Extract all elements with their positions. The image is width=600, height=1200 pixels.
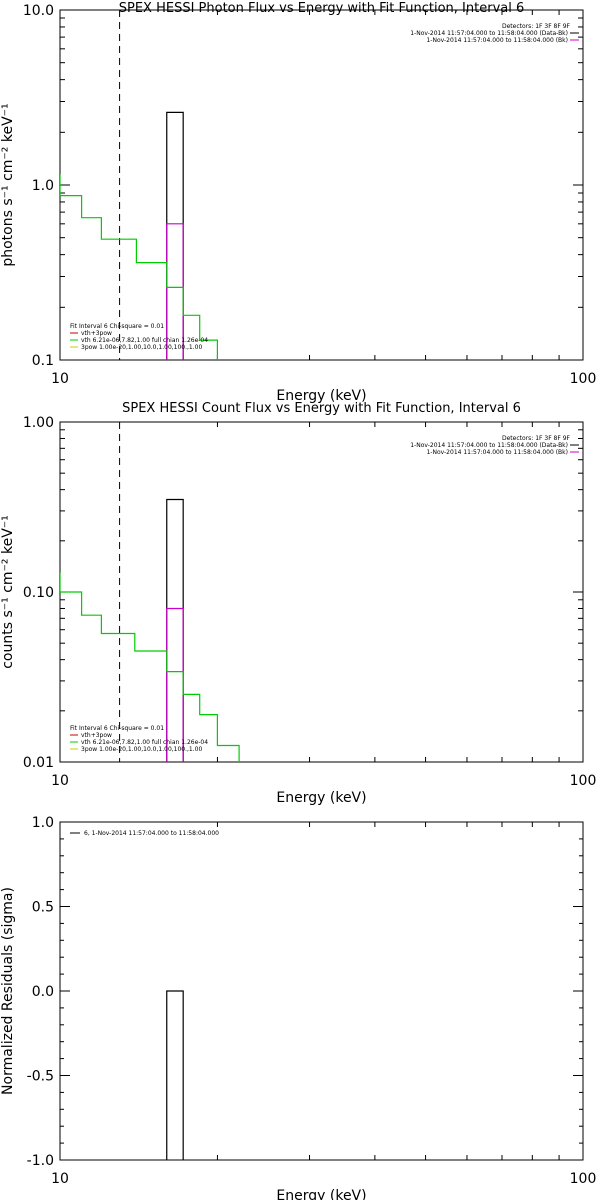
y-tick-label: -1.0 (27, 1153, 54, 1169)
fit-legend-entry: 3pow 1.00e-20,1.00,10.0,1.00,100.,1.00 (81, 344, 202, 351)
fit-legend-header: Fit Interval 6 Chi-square = 0.01 (70, 323, 164, 330)
series-Data-Bk-bin (166, 111, 184, 360)
y-tick-label: 0.10 (23, 585, 54, 601)
x-tick-label: 10 (51, 773, 69, 789)
y-tick-label: 0.01 (23, 755, 54, 771)
y-tick-label: 0.1 (32, 353, 54, 369)
plot-area (60, 422, 240, 762)
x-axis-label: Energy (keV) (276, 1188, 366, 1200)
y-tick-label: 10.0 (23, 3, 54, 19)
y-tick-label: 1.0 (32, 815, 54, 831)
x-tick-label: 100 (570, 1171, 597, 1187)
y-tick-label: 1.0 (32, 178, 54, 194)
legend-entry: 1-Nov-2014 11:57:04.000 to 11:58:04.000 … (426, 449, 568, 456)
chart-title: SPEX HESSI Photon Flux vs Energy with Fi… (119, 1, 525, 16)
chart-panel-3: 10 100 Energy (keV) 1.0 0.5 0.0 -0.5 -1.0 Normal… (0, 815, 596, 1200)
legend-entry: 1-Nov-2014 11:57:04.000 to 11:58:04.000 … (410, 442, 568, 449)
y-axis-label: counts s⁻¹ cm⁻² keV⁻¹ (0, 515, 16, 669)
plot-frame (59, 9, 584, 361)
chart-title: SPEX HESSI Count Flux vs Energy with Fit… (122, 401, 521, 416)
x-tick-label: 10 (51, 1171, 69, 1187)
fit-legend-entry: vth 6.21e-06,7.82,1.00 full chian 1.26e-… (81, 337, 208, 344)
fit-legend-header: Fit Interval 6 Chi-square = 0.01 (70, 725, 164, 732)
series-6-bin (166, 990, 184, 1160)
y-tick-label: 0.5 (32, 900, 54, 916)
x-axis-label: Energy (keV) (276, 790, 366, 806)
x-axis-label: Energy (keV) (276, 388, 366, 404)
y-tick-label: 0.0 (32, 984, 54, 1000)
series-vth-line (60, 174, 218, 360)
fit-legend-entry: 3pow 1.00e-20,1.00,10.0,1.00,100.,1.00 (81, 746, 202, 753)
legend-entry: 1-Nov-2014 11:57:04.000 to 11:58:04.000 … (410, 30, 568, 37)
fit-legend-entry: vth+3pow (81, 330, 112, 337)
y-tick-label: 1.00 (23, 415, 54, 431)
x-tick-label: 100 (570, 371, 597, 387)
series-vth-line (60, 572, 240, 762)
plot-frame (59, 421, 584, 763)
x-tick-label: 10 (51, 371, 69, 387)
plot-area (60, 10, 218, 360)
plot-frame (59, 821, 584, 1161)
legend-header: Detectors: 1F 3F 8F 9F (502, 435, 571, 442)
y-axis-label: Normalized Residuals (sigma) (0, 887, 16, 1095)
plot-area (166, 990, 184, 1160)
fit-legend-entry: vth 6.21e-06,7.82,1.00 full chian 1.26e-… (81, 739, 208, 746)
series-Data-Bk-bin (166, 498, 184, 762)
x-tick-label: 100 (570, 773, 597, 789)
y-axis-label: photons s⁻¹ cm⁻² keV⁻¹ (0, 103, 16, 266)
legend-entry: 1-Nov-2014 11:57:04.000 to 11:58:04.000 … (426, 37, 568, 44)
chart-panel-2: SPEX HESSI Count Flux vs Energy with Fit… (0, 401, 596, 806)
chart-panel-1: SPEX HESSI Photon Flux vs Energy with Fi… (0, 1, 596, 404)
y-tick-label: -0.5 (27, 1069, 54, 1085)
legend-header: Detectors: 1F 3F 8F 9F (502, 23, 571, 30)
fit-legend-entry: vth+3pow (81, 732, 112, 739)
legend-entry: 6, 1-Nov-2014 11:57:04.000 to 11:58:04.0… (84, 830, 219, 837)
